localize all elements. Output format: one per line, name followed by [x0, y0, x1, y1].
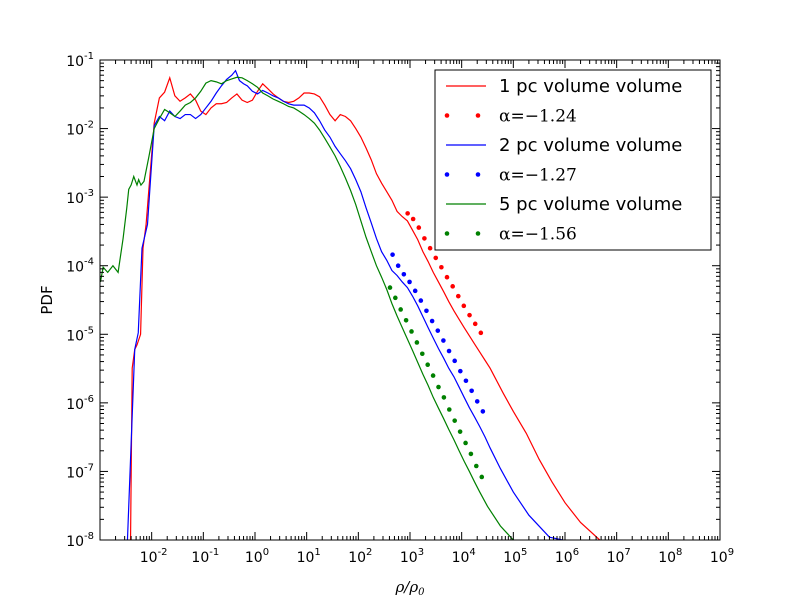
- axis-ticks: 10-2 10-1 100 101 102 103 104 105 106 107 108 109 10…: [66, 51, 734, 566]
- legend-dot-swatch: [444, 113, 450, 118]
- fit-point: [409, 329, 414, 334]
- x-tick-label: 109: [710, 547, 734, 566]
- fit-point: [441, 338, 446, 343]
- fit-point: [455, 293, 461, 299]
- y-tick-label: 10-7: [66, 462, 94, 481]
- fit-point: [446, 407, 452, 412]
- fit-point: [474, 399, 480, 404]
- fit-point: [425, 362, 430, 368]
- legend-label: α=−1.56: [499, 225, 577, 245]
- fit-point: [427, 245, 433, 251]
- fit-point: [444, 274, 450, 280]
- fit-point: [390, 252, 395, 257]
- fit-point: [468, 451, 474, 457]
- fit-point: [393, 295, 398, 301]
- fit-point: [414, 340, 420, 345]
- fit-point: [463, 440, 468, 446]
- fit-point: [395, 263, 401, 269]
- legend-label: α=−1.27: [499, 166, 577, 186]
- fit-point: [416, 225, 422, 230]
- fit-point: [405, 211, 410, 216]
- fit-point: [480, 409, 486, 414]
- x-tick-label: 101: [297, 547, 321, 566]
- fit-point: [419, 351, 425, 357]
- fit-point: [452, 418, 457, 423]
- x-tick-label: 100: [245, 547, 269, 566]
- fit-point: [469, 388, 474, 394]
- legend-label: α=−1.24: [499, 107, 577, 127]
- x-tick-label: 102: [348, 547, 372, 566]
- fit-point: [435, 328, 441, 333]
- x-tick-label: 10-1: [191, 547, 219, 566]
- fit-point: [422, 236, 427, 241]
- legend-dot-swatch: [444, 172, 450, 177]
- y-tick-label: 10-8: [66, 531, 94, 550]
- fit-point: [439, 264, 444, 270]
- fit-point: [436, 384, 441, 390]
- fit-point: [461, 303, 467, 309]
- y-tick-label: 10-4: [66, 257, 94, 276]
- legend-label: 1 pc volume volume: [499, 76, 682, 97]
- fit-point: [418, 298, 424, 303]
- fit-point: [407, 279, 412, 285]
- y-tick-label: 10-5: [66, 325, 94, 344]
- fit-point: [401, 271, 407, 277]
- fit-point: [474, 463, 479, 469]
- legend-dot-swatch: [475, 113, 481, 118]
- fit-point: [467, 312, 472, 318]
- fit-point: [458, 368, 463, 374]
- y-tick-label: 10-1: [66, 51, 94, 70]
- series-line-3: [126, 69, 563, 540]
- legend-label: 2 pc volume volume: [499, 135, 682, 156]
- fit-point: [433, 255, 439, 261]
- legend: 1 pc volume volume α=−1.24 2 pc volume vol…: [434, 69, 712, 251]
- y-tick-label: 10-3: [66, 188, 94, 207]
- y-axis-title: PDF: [38, 285, 56, 314]
- fit-point: [410, 216, 416, 222]
- x-tick-label: 107: [607, 547, 631, 566]
- x-tick-label: 108: [658, 547, 682, 566]
- fit-point: [424, 308, 429, 314]
- legend-label: 5 pc volume volume: [499, 194, 682, 215]
- fit-point: [478, 330, 484, 336]
- fit-point: [387, 285, 393, 290]
- fit-point: [441, 395, 447, 400]
- legend-dot-swatch: [444, 231, 450, 236]
- x-tick-label: 105: [503, 547, 527, 566]
- x-tick-label: 104: [452, 547, 476, 566]
- y-tick-label: 10-6: [66, 394, 94, 413]
- legend-dot-swatch: [475, 231, 481, 236]
- x-tick-label: 106: [555, 547, 579, 566]
- fit-point: [452, 358, 457, 364]
- y-tick-label: 10-2: [66, 120, 94, 139]
- fit-point: [446, 348, 452, 354]
- fit-point: [412, 288, 418, 294]
- x-tick-label: 10-2: [140, 547, 168, 566]
- fit-point: [403, 317, 409, 323]
- fit-point: [479, 474, 485, 480]
- fit-point: [450, 284, 455, 289]
- series-line-1: [129, 75, 601, 540]
- x-axis-title: ρ/ρ0: [394, 578, 425, 598]
- x-tick-label: 103: [400, 547, 424, 566]
- fit-point: [430, 373, 436, 378]
- series-line-5: [100, 76, 514, 540]
- fit-point: [463, 378, 469, 384]
- fit-point: [398, 307, 403, 312]
- legend-box: [434, 69, 712, 251]
- legend-dot-swatch: [475, 172, 481, 177]
- fit-point: [472, 321, 478, 327]
- plot-series-layer: [100, 69, 601, 540]
- fit-point: [429, 318, 435, 324]
- fit-point: [457, 429, 463, 434]
